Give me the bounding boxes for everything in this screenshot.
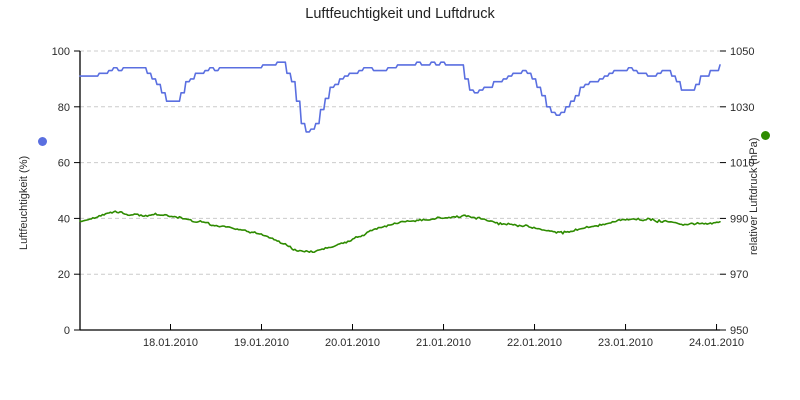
svg-text:950: 950 <box>730 325 748 337</box>
svg-text:22.01.2010: 22.01.2010 <box>507 337 562 349</box>
svg-text:60: 60 <box>58 158 70 170</box>
svg-text:19.01.2010: 19.01.2010 <box>234 337 289 349</box>
svg-text:1030: 1030 <box>730 102 754 114</box>
svg-text:18.01.2010: 18.01.2010 <box>143 337 198 349</box>
svg-text:0: 0 <box>64 325 70 337</box>
svg-text:100: 100 <box>52 46 70 58</box>
svg-text:80: 80 <box>58 102 70 114</box>
svg-text:23.01.2010: 23.01.2010 <box>598 337 653 349</box>
svg-text:40: 40 <box>58 213 70 225</box>
svg-text:970: 970 <box>730 269 748 281</box>
svg-text:1050: 1050 <box>730 46 754 58</box>
svg-text:24.01.2010: 24.01.2010 <box>689 337 744 349</box>
svg-text:990: 990 <box>730 213 748 225</box>
svg-text:20.01.2010: 20.01.2010 <box>325 337 380 349</box>
svg-text:21.01.2010: 21.01.2010 <box>416 337 471 349</box>
svg-text:20: 20 <box>58 269 70 281</box>
